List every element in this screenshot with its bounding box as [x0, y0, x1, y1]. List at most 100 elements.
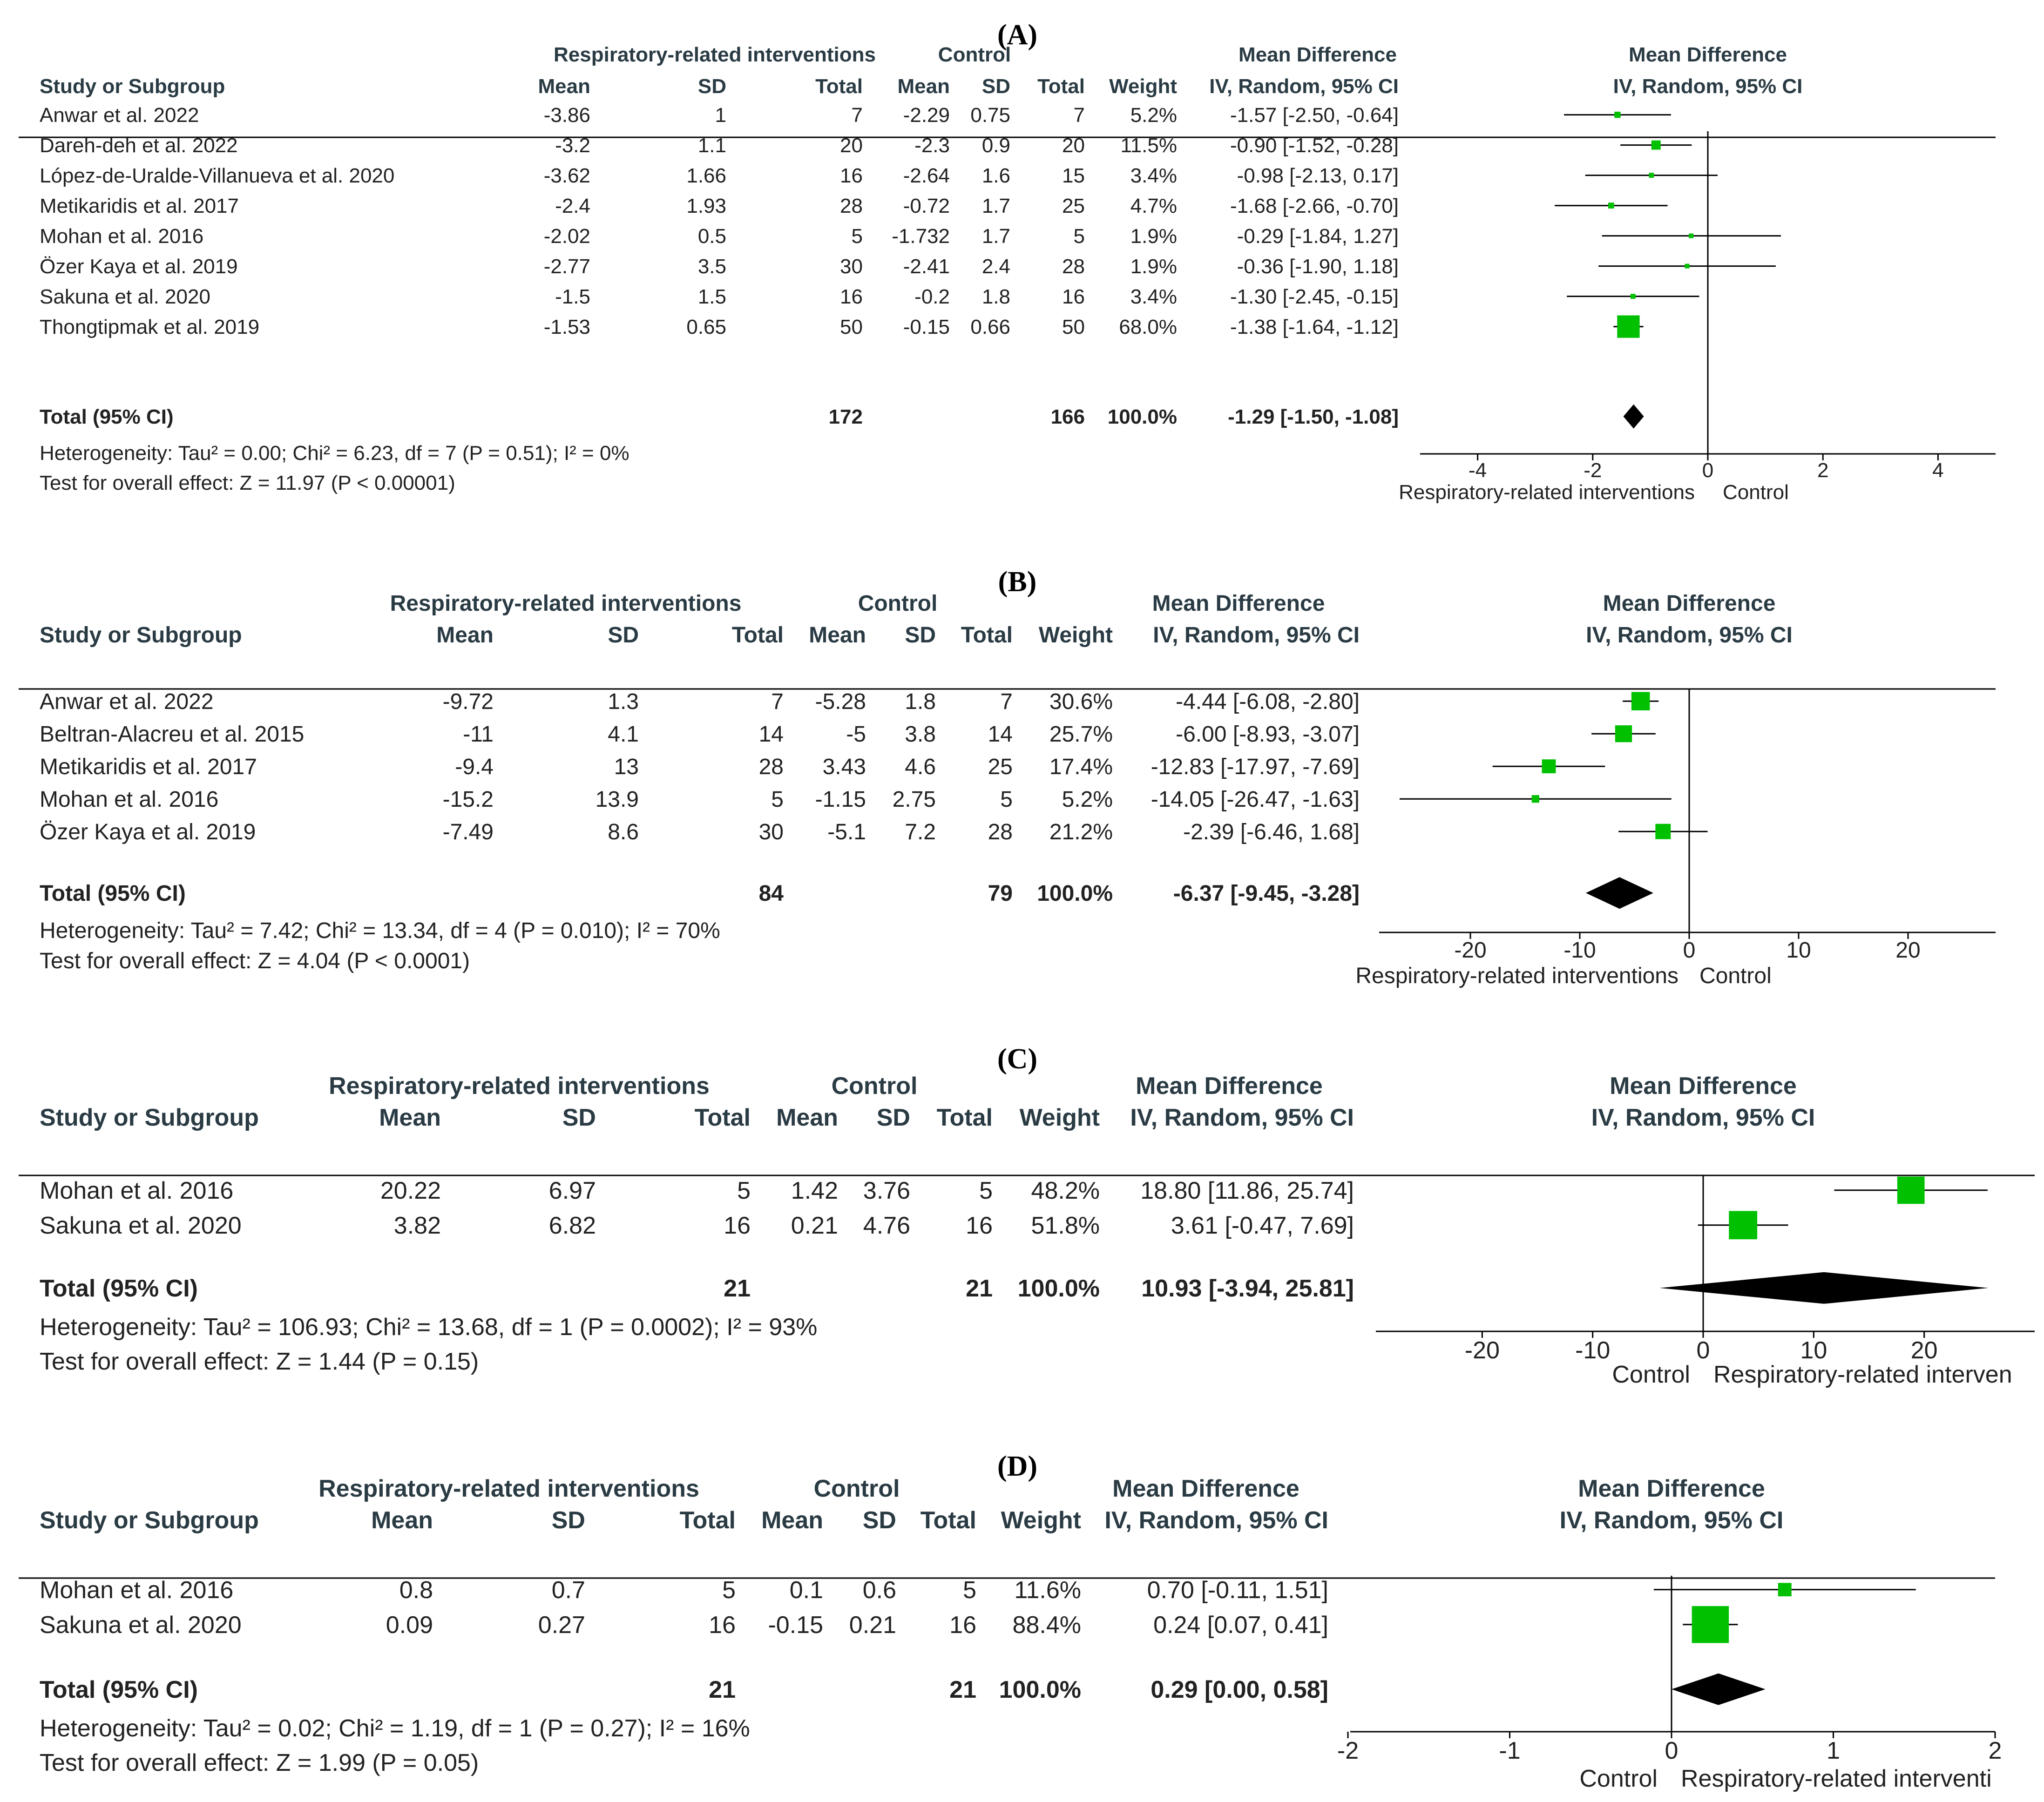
cell-ci: -0.29 [-1.84, 1.27] [1237, 225, 1399, 248]
cell-sd-2: 1.7 [982, 195, 1010, 217]
cell-mean-2: -1.15 [815, 787, 866, 812]
header-weight: Weight [1020, 1104, 1100, 1131]
header-plot-ci: IV, Random, 95% CI [1613, 75, 1803, 98]
cell-weight: 30.6% [1049, 689, 1113, 714]
cell-total-1: 5 [771, 787, 784, 812]
header-total-1: Total [695, 1104, 751, 1131]
cell-weight: 88.4% [1013, 1612, 1081, 1639]
header-plot-ci: IV, Random, 95% CI [1586, 623, 1793, 648]
study-name: Thongtipmak et al. 2019 [40, 316, 259, 338]
favours-left-label: Respiratory-related interventions [1355, 964, 1679, 988]
total-n1: 21 [724, 1275, 751, 1302]
cell-sd-1: 3.5 [698, 255, 726, 278]
total-weight: 100.0% [1108, 405, 1177, 428]
header-group1: Respiratory-related interventions [390, 591, 742, 616]
effect-square [1649, 173, 1654, 178]
cell-ci: -12.83 [-17.97, -7.69] [1151, 755, 1360, 779]
header-mean-difference: Mean Difference [1152, 591, 1325, 616]
total-n2: 166 [1051, 405, 1085, 428]
total-n1: 84 [759, 881, 784, 906]
cell-weight: 25.7% [1049, 722, 1113, 747]
cell-mean-2: -2.29 [903, 104, 950, 127]
panel-label: (D) [997, 1451, 1037, 1482]
cell-ci: 18.80 [11.86, 25.74] [1140, 1177, 1354, 1204]
cell-sd-1: 6.97 [549, 1177, 596, 1204]
header-sd-1: SD [552, 1507, 585, 1534]
total-ci: 0.29 [0.00, 0.58] [1151, 1676, 1328, 1703]
cell-mean-2: 1.42 [791, 1177, 838, 1204]
cell-ci: -1.57 [-2.50, -0.64] [1230, 104, 1399, 127]
header-group2: Control [814, 1475, 900, 1502]
x-axis-tick-label: 10 [1800, 1337, 1827, 1364]
cell-sd-1: 1.66 [686, 164, 726, 187]
cell-mean-2: -2.64 [903, 164, 950, 187]
cell-total-1: 30 [840, 255, 863, 278]
effect-square [1692, 1606, 1729, 1643]
study-name: Özer Kaya et al. 2019 [40, 820, 256, 844]
effect-square [1689, 233, 1694, 238]
cell-ci: -0.90 [-1.52, -0.28] [1230, 134, 1399, 157]
cell-sd-1: 0.65 [686, 316, 726, 338]
heterogeneity-text: Heterogeneity: Tau² = 7.42; Chi² = 13.34… [40, 918, 720, 943]
header-study: Study or Subgroup [40, 1104, 259, 1131]
study-name: Beltran-Alacreu et al. 2015 [40, 722, 304, 747]
favours-left-label: Control [1612, 1361, 1690, 1388]
study-name: Mohan et al. 2016 [40, 1177, 233, 1204]
header-mean-2: Mean [761, 1507, 823, 1534]
cell-sd-2: 7.2 [905, 820, 936, 844]
cell-total-1: 5 [722, 1577, 736, 1604]
effect-square [1631, 692, 1650, 710]
cell-total-2: 14 [988, 722, 1013, 747]
header-total-2: Total [920, 1507, 976, 1534]
effect-square [1778, 1583, 1792, 1597]
effect-square [1897, 1176, 1925, 1204]
favours-left-label: Control [1579, 1765, 1658, 1792]
cell-weight: 17.4% [1049, 755, 1113, 779]
x-axis-tick-label: 20 [1911, 1337, 1938, 1364]
cell-mean-1: 0.8 [399, 1577, 433, 1604]
total-ci: -1.29 [-1.50, -1.08] [1228, 405, 1399, 428]
x-axis-tick-label: 0 [1702, 459, 1713, 482]
x-axis-tick-label: 2 [1989, 1737, 2002, 1764]
header-study: Study or Subgroup [40, 623, 242, 648]
cell-mean-2: -0.2 [914, 285, 950, 308]
favours-right-label: Control [1699, 964, 1772, 988]
cell-mean-2: 3.43 [823, 755, 866, 779]
cell-mean-2: 0.21 [791, 1212, 838, 1239]
cell-total-2: 7 [1074, 104, 1085, 127]
header-sd-1: SD [562, 1104, 596, 1131]
favours-right-label: Respiratory-related interventi [1681, 1765, 1992, 1792]
cell-ci: -4.44 [-6.08, -2.80] [1176, 689, 1360, 714]
study-name: Sakuna et al. 2020 [40, 1612, 242, 1639]
header-mean-difference: Mean Difference [1239, 43, 1397, 66]
cell-mean-2: -2.41 [903, 255, 950, 278]
header-ci: IV, Random, 95% CI [1209, 75, 1399, 98]
cell-weight: 3.4% [1130, 164, 1177, 187]
x-axis-tick-label: -20 [1465, 1337, 1500, 1364]
effect-square [1542, 759, 1556, 774]
overall-effect-text: Test for overall effect: Z = 1.99 (P = 0… [40, 1749, 479, 1776]
cell-total-1: 16 [724, 1212, 751, 1239]
cell-weight: 1.9% [1130, 255, 1177, 278]
cell-total-2: 28 [1062, 255, 1085, 278]
cell-total-1: 28 [759, 755, 784, 779]
cell-weight: 5.2% [1062, 787, 1113, 812]
cell-weight: 5.2% [1130, 104, 1177, 127]
cell-total-1: 5 [737, 1177, 751, 1204]
x-axis-tick-label: 0 [1665, 1737, 1679, 1764]
header-mean-2: Mean [809, 623, 866, 648]
header-weight: Weight [1039, 623, 1113, 648]
cell-weight: 51.8% [1031, 1212, 1100, 1239]
cell-mean-2: -0.15 [903, 316, 950, 338]
cell-total-1: 5 [852, 225, 863, 248]
study-name: Anwar et al. 2022 [40, 104, 199, 127]
header-sd-1: SD [608, 623, 639, 648]
study-name: Metikaridis et al. 2017 [40, 755, 257, 779]
total-label: Total (95% CI) [40, 1275, 198, 1302]
cell-ci: -0.36 [-1.90, 1.18] [1237, 255, 1399, 278]
effect-square [1655, 823, 1671, 839]
cell-mean-1: 20.22 [380, 1177, 441, 1204]
cell-sd-1: 0.7 [552, 1577, 585, 1604]
header-total-2: Total [937, 1104, 993, 1131]
